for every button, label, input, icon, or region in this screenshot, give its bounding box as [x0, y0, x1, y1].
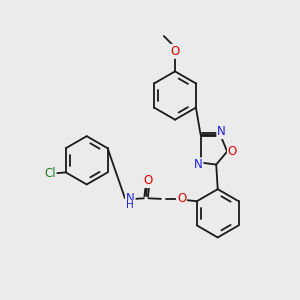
- Text: O: O: [170, 45, 180, 58]
- Text: N: N: [126, 192, 135, 206]
- Text: O: O: [177, 192, 186, 206]
- Text: N: N: [217, 125, 226, 138]
- Text: O: O: [228, 145, 237, 158]
- Text: Cl: Cl: [44, 167, 56, 180]
- Text: N: N: [194, 158, 203, 171]
- Text: O: O: [143, 174, 152, 187]
- Text: H: H: [126, 200, 134, 210]
